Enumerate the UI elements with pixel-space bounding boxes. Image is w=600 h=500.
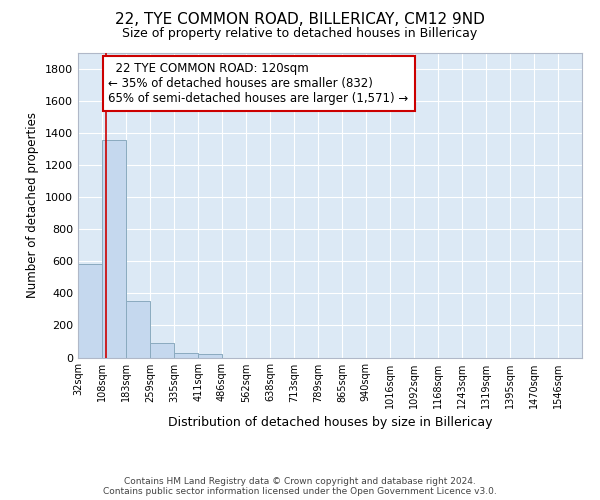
Bar <box>150 343 174 357</box>
Bar <box>102 140 126 358</box>
Text: 22 TYE COMMON ROAD: 120sqm  
← 35% of detached houses are smaller (832)
65% of s: 22 TYE COMMON ROAD: 120sqm ← 35% of deta… <box>109 62 409 105</box>
Bar <box>126 300 150 358</box>
Y-axis label: Number of detached properties: Number of detached properties <box>26 112 40 298</box>
X-axis label: Distribution of detached houses by size in Billericay: Distribution of detached houses by size … <box>168 416 492 429</box>
Bar <box>198 354 222 358</box>
Text: Contains HM Land Registry data © Crown copyright and database right 2024.
Contai: Contains HM Land Registry data © Crown c… <box>103 476 497 496</box>
Bar <box>78 264 102 358</box>
Text: Size of property relative to detached houses in Billericay: Size of property relative to detached ho… <box>122 28 478 40</box>
Bar <box>174 352 198 358</box>
Text: 22, TYE COMMON ROAD, BILLERICAY, CM12 9ND: 22, TYE COMMON ROAD, BILLERICAY, CM12 9N… <box>115 12 485 28</box>
